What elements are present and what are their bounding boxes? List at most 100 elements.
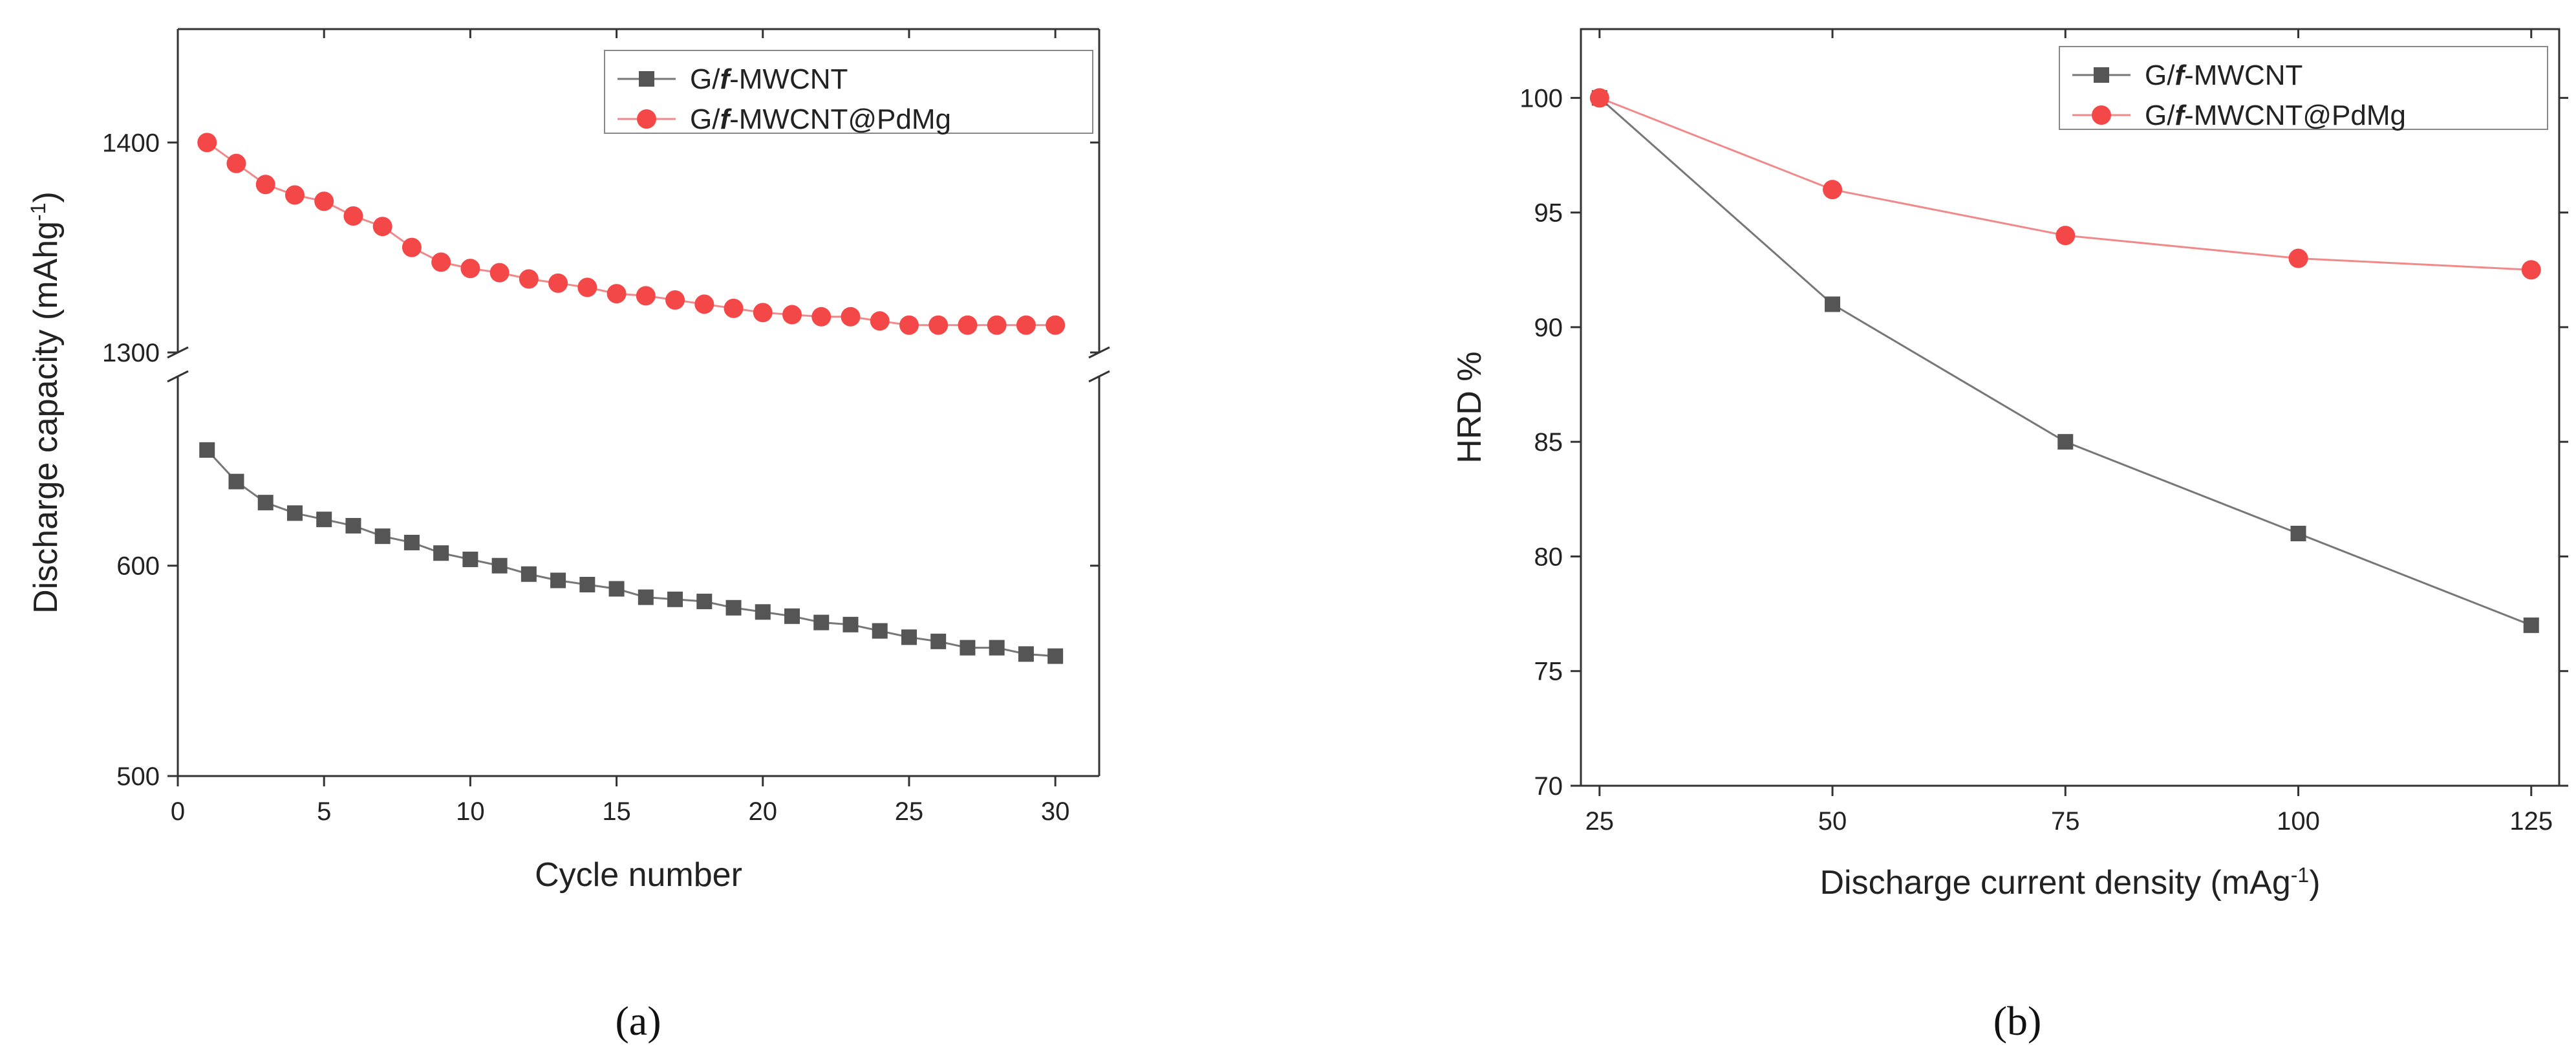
- data-point: [431, 252, 451, 272]
- legend-marker: [637, 109, 656, 129]
- data-point: [316, 512, 332, 528]
- legend-box: [2059, 46, 2548, 130]
- x-tick-label: 25: [1585, 807, 1615, 836]
- data-point: [724, 298, 744, 318]
- x-tick-label: 15: [602, 797, 631, 826]
- data-point: [841, 307, 861, 327]
- x-tick-label: 10: [456, 797, 485, 826]
- data-point: [343, 206, 363, 226]
- data-point: [811, 307, 832, 327]
- data-point: [987, 315, 1007, 335]
- data-point: [199, 442, 215, 458]
- y-axis-title: HRD %: [1451, 351, 1488, 463]
- data-point: [930, 633, 947, 649]
- data-point: [843, 616, 859, 632]
- data-point: [1016, 315, 1036, 335]
- x-tick-label: 75: [2051, 807, 2080, 836]
- data-point: [784, 608, 800, 624]
- chart-b: 25 50 75 100 125 70 75 80 85 90 95 100 G/f-MWCNT G/f-…: [1451, 28, 2568, 1044]
- data-point: [753, 303, 773, 323]
- data-point: [960, 640, 976, 656]
- legend-label: G/f-MWCNT@PdMg: [690, 103, 951, 135]
- data-point: [489, 263, 510, 283]
- data-point: [226, 153, 246, 173]
- data-point: [696, 594, 713, 610]
- data-point: [284, 185, 305, 205]
- y-tick-label: 1300: [102, 339, 160, 367]
- data-point: [989, 640, 1005, 656]
- data-point: [548, 273, 568, 293]
- x-tick-label: 20: [749, 797, 778, 826]
- y-tick-label: 85: [1534, 428, 1563, 457]
- data-point: [462, 551, 478, 567]
- data-point: [694, 294, 714, 314]
- data-point: [255, 175, 275, 195]
- data-point: [577, 277, 597, 297]
- data-point: [2288, 248, 2308, 268]
- legend-label: G/f-MWCNT: [2145, 59, 2302, 91]
- data-point: [2521, 260, 2541, 280]
- data-point: [1823, 180, 1843, 200]
- data-point: [550, 572, 566, 588]
- axis-break-mark: [167, 370, 189, 383]
- chart-a: 0 5 10 15 20 25 30 500 600 1300 1400 G/f-MWCNT G/f-M…: [27, 28, 1110, 1044]
- panel-label-b: (b): [1993, 998, 2042, 1044]
- y-tick-label: 100: [1519, 84, 1563, 113]
- panel-label-a: (a): [615, 998, 661, 1044]
- legend-marker: [2094, 67, 2109, 83]
- y-tick-label: 95: [1534, 199, 1563, 228]
- x-axis-title: Discharge current density (mAg-1): [1819, 863, 2320, 901]
- series-line-1: [1598, 97, 2532, 627]
- data-point: [725, 599, 742, 616]
- y-axis-title: Discharge capacity (mAhg-1): [27, 191, 65, 614]
- data-point: [928, 315, 949, 335]
- y-tick-label: 80: [1534, 543, 1563, 571]
- data-point: [2057, 434, 2074, 450]
- data-point: [1047, 648, 1064, 664]
- data-point: [667, 591, 683, 607]
- data-point: [2055, 226, 2076, 246]
- data-point: [519, 269, 539, 289]
- data-point: [870, 311, 890, 331]
- x-tick-label: 30: [1041, 797, 1070, 826]
- data-point: [1589, 88, 1609, 108]
- data-point: [491, 557, 508, 574]
- data-point: [345, 517, 361, 534]
- data-point: [755, 604, 771, 620]
- data-point: [228, 473, 244, 490]
- data-point: [314, 191, 334, 211]
- data-point: [403, 534, 420, 550]
- data-point: [579, 577, 596, 593]
- x-tick-label: 50: [1818, 807, 1847, 836]
- legend-label: G/f-MWCNT@PdMg: [2145, 100, 2406, 131]
- series-line-1: [206, 449, 1056, 658]
- data-point: [636, 286, 656, 306]
- x-tick-label: 25: [895, 797, 924, 826]
- y-tick-label: 500: [116, 762, 160, 791]
- data-point: [958, 315, 978, 335]
- data-point: [374, 528, 391, 545]
- data-point: [1825, 296, 1841, 312]
- y-tick-label: 600: [116, 552, 160, 581]
- data-point: [813, 614, 830, 631]
- data-point: [521, 566, 537, 582]
- x-tick-label: 100: [2277, 807, 2320, 836]
- x-tick-label: 5: [317, 797, 331, 826]
- data-point: [638, 589, 654, 605]
- data-point: [372, 217, 392, 237]
- y-tick-label: 75: [1534, 658, 1563, 686]
- x-tick-label: 125: [2509, 807, 2553, 836]
- data-point: [606, 284, 627, 304]
- data-point: [197, 133, 217, 153]
- legend-marker: [2092, 105, 2111, 125]
- data-point: [901, 629, 917, 645]
- data-point: [2523, 617, 2539, 633]
- data-point: [2290, 526, 2306, 541]
- data-point: [402, 237, 422, 257]
- x-tick-label: 0: [171, 797, 185, 826]
- legend-label: G/f-MWCNT: [690, 63, 848, 95]
- data-point: [1046, 315, 1066, 335]
- legend-box: [604, 50, 1093, 134]
- y-tick-label: 90: [1534, 314, 1563, 342]
